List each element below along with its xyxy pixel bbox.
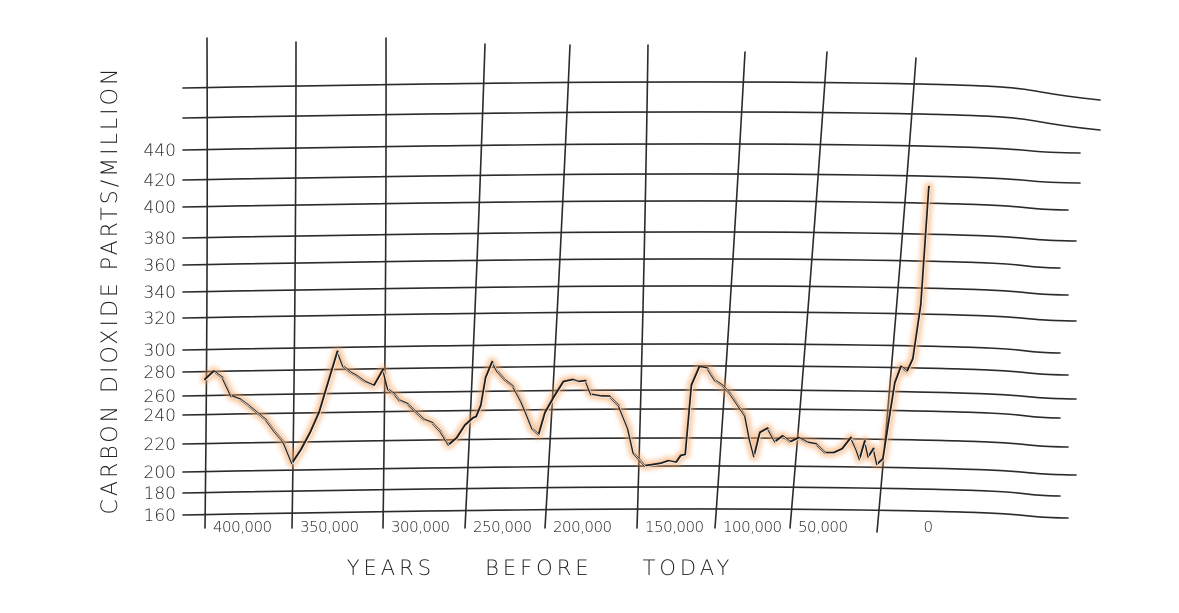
series-line: [204, 185, 930, 467]
y-tick-label: 180: [144, 484, 176, 504]
y-tick-label: 300: [144, 341, 176, 361]
x-tick-label: 250,000: [473, 518, 532, 536]
h-gridline: [182, 258, 1061, 269]
x-tick-label: 400,000: [213, 518, 272, 536]
h-gridline: [182, 465, 1077, 476]
h-gridline: [182, 111, 1101, 131]
x-tick-label: 50,000: [798, 518, 848, 536]
x-tick-label: 200,000: [553, 518, 612, 536]
x-tick-label: 0: [923, 518, 932, 536]
v-gridline: [544, 44, 571, 529]
horizontal-gridlines: [182, 81, 1101, 519]
y-tick-label: 400: [144, 198, 176, 218]
series-highlight: [205, 187, 931, 468]
y-tick-label: 360: [144, 256, 176, 276]
h-gridline: [182, 311, 1077, 322]
y-axis-title: CARBON DIOXIDE PARTS/MILLION: [98, 66, 123, 515]
v-gridline: [789, 51, 828, 529]
h-gridline: [182, 365, 1069, 376]
x-axis-title: YEARS BEFORE TODAY: [347, 556, 734, 580]
y-tick-label: 200: [144, 463, 176, 483]
y-tick-label: 280: [144, 363, 176, 383]
y-tick-label: 320: [144, 309, 176, 329]
x-tick-labels: 400,000 350,000 300,000 250,000 200,000 150,0…: [213, 518, 933, 536]
co2-series: [200, 182, 934, 471]
v-gridline: [382, 37, 387, 529]
x-tick-label: 100,000: [723, 518, 782, 536]
x-tick-label: 300,000: [391, 518, 450, 536]
h-gridline: [182, 343, 1061, 354]
h-gridline: [182, 285, 1069, 296]
y-tick-label: 380: [144, 229, 176, 249]
v-gridline: [714, 51, 746, 529]
x-tick-label: 350,000: [300, 518, 359, 536]
v-gridline: [204, 37, 209, 529]
y-tick-label: 260: [144, 387, 176, 407]
y-tick-label: 220: [144, 435, 176, 455]
h-gridline: [182, 389, 1077, 400]
h-gridline: [182, 81, 1101, 101]
h-gridline: [182, 200, 1069, 211]
x-tick-label: 150,000: [645, 518, 704, 536]
h-gridline: [182, 408, 1061, 419]
y-tick-label: 440: [144, 141, 176, 161]
y-tick-label: 160: [144, 506, 176, 526]
y-tick-labels: 1601802002202402602803003203403603804004…: [144, 141, 176, 526]
y-tick-label: 240: [144, 406, 176, 426]
v-gridline: [464, 43, 486, 529]
h-gridline: [182, 173, 1081, 184]
h-gridline: [182, 437, 1069, 448]
vertical-gridlines: [204, 37, 917, 533]
h-gridline: [182, 486, 1061, 497]
h-gridline: [182, 231, 1077, 242]
y-tick-label: 420: [144, 171, 176, 191]
h-gridline: [182, 508, 1069, 519]
y-tick-label: 340: [144, 283, 176, 303]
h-gridline: [182, 143, 1081, 154]
v-gridline: [876, 57, 917, 533]
